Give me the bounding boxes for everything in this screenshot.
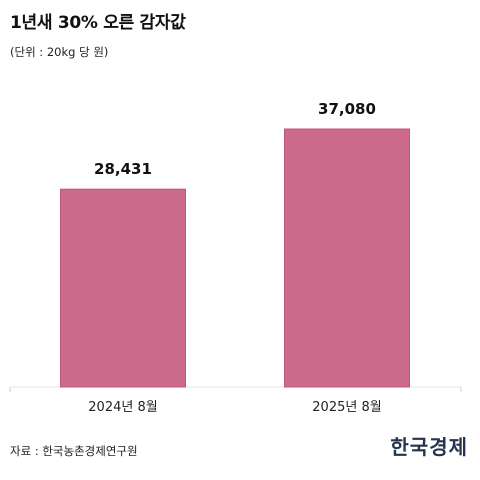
- category-label-2: 2025년 8월: [312, 400, 381, 415]
- bar-group: 28,431 2024년 8월 37,080 2025년 8월: [60, 100, 410, 415]
- bar-2: [284, 128, 410, 388]
- bar-1: [60, 188, 186, 388]
- chart-title: 1년새 30% 오른 감자값: [10, 13, 186, 33]
- source-note: 자료 : 한국농촌경제연구원: [10, 444, 138, 458]
- data-label-2: 37,080: [318, 100, 376, 118]
- category-label-1: 2024년 8월: [88, 400, 157, 415]
- data-label-1: 28,431: [94, 160, 152, 178]
- publisher-logo: 한국경제: [390, 435, 468, 459]
- chart-unit-subtitle: (단위 : 20kg 당 원): [10, 45, 109, 59]
